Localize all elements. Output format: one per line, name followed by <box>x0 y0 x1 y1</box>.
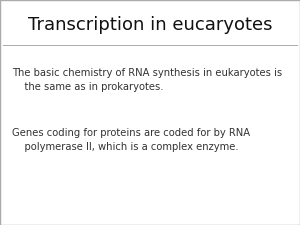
Text: Transcription in eucaryotes: Transcription in eucaryotes <box>28 16 272 34</box>
Text: The basic chemistry of RNA synthesis in eukaryotes is
    the same as in prokary: The basic chemistry of RNA synthesis in … <box>12 68 282 92</box>
Text: Genes coding for proteins are coded for by RNA
    polymerase II, which is a com: Genes coding for proteins are coded for … <box>12 128 250 152</box>
